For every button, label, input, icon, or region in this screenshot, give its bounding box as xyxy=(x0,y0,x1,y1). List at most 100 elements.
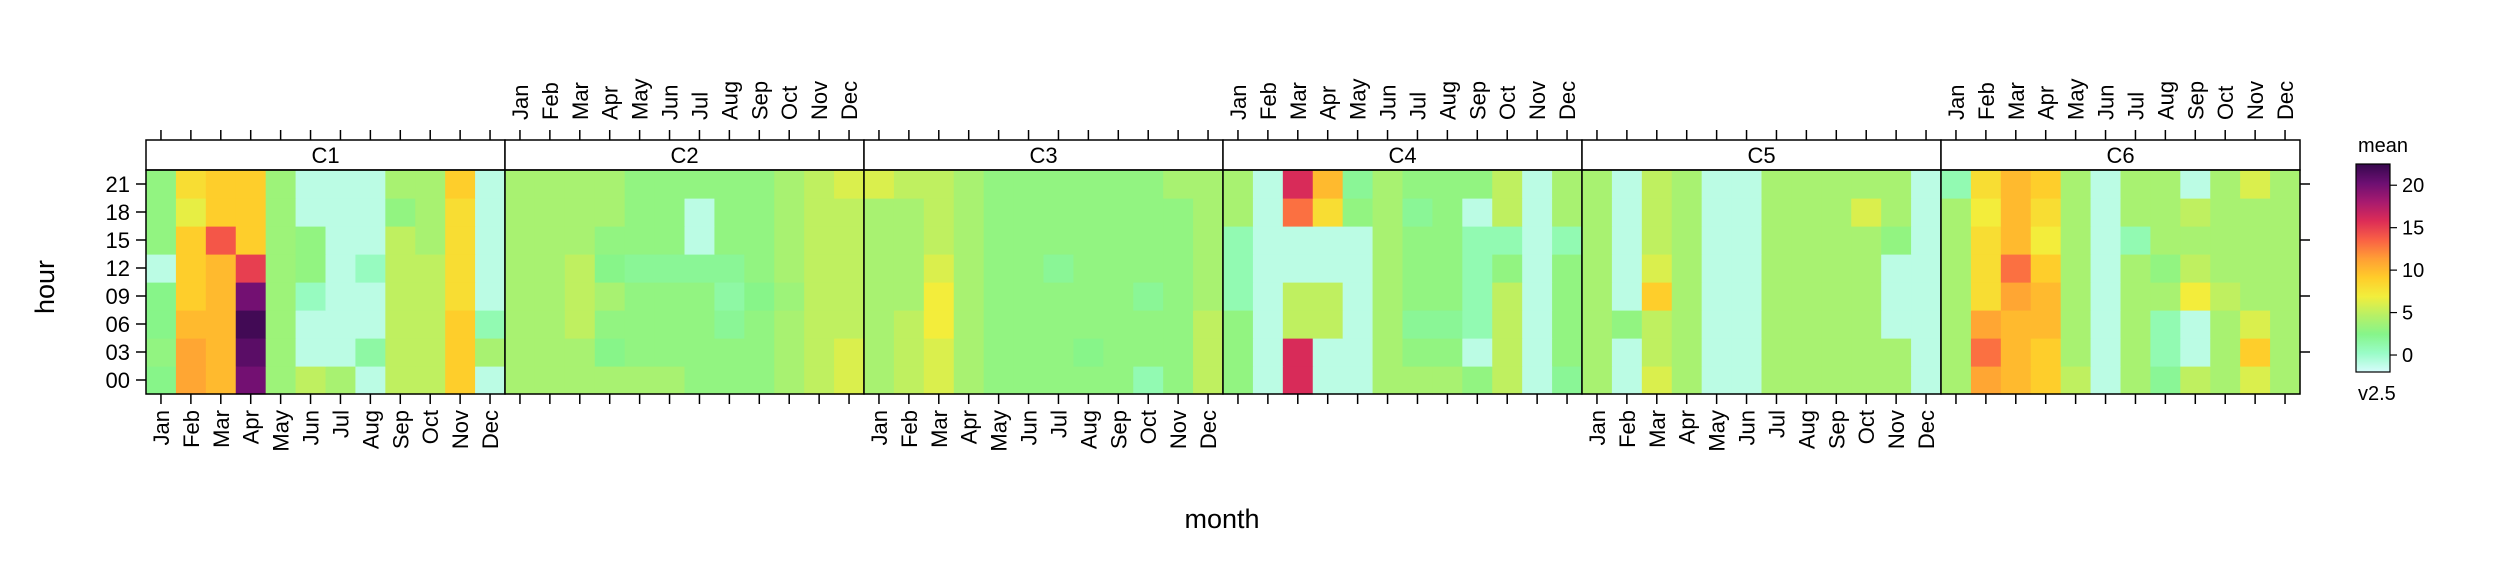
heatmap-cell xyxy=(1731,170,1763,199)
heatmap-cell xyxy=(864,198,895,227)
heatmap-cell xyxy=(2030,198,2062,227)
heatmap-cell xyxy=(1133,254,1164,283)
heatmap-cell xyxy=(564,282,596,311)
heatmap-cell xyxy=(714,198,745,227)
heatmap-cell xyxy=(2120,226,2152,255)
heatmap-cell xyxy=(1731,366,1763,395)
heatmap-cell xyxy=(864,170,895,199)
heatmap-cell xyxy=(1432,198,1463,227)
heatmap-cell xyxy=(594,338,626,367)
heatmap-cell xyxy=(2180,366,2211,395)
heatmap-cell xyxy=(1552,310,1583,339)
heatmap-cell xyxy=(1103,254,1134,283)
heatmap-cell xyxy=(1911,338,1942,367)
heatmap-cell xyxy=(325,282,357,311)
x-tick-label: Jan xyxy=(508,85,533,120)
heatmap-cell xyxy=(1372,226,1404,255)
heatmap-cell xyxy=(2090,338,2122,367)
heatmap-cell xyxy=(654,226,686,255)
heatmap-cell xyxy=(1342,254,1374,283)
heatmap-cell xyxy=(175,254,207,283)
heatmap-cell xyxy=(2240,170,2271,199)
heatmap-cell xyxy=(2150,366,2181,395)
heatmap-cell xyxy=(1223,226,1254,255)
heatmap-cell xyxy=(235,226,267,255)
heatmap-cell xyxy=(1432,170,1463,199)
heatmap-cell xyxy=(774,254,805,283)
heatmap-cell xyxy=(1282,226,1314,255)
heatmap-cell xyxy=(1013,366,1045,395)
heatmap-cell xyxy=(1193,254,1224,283)
heatmap-cell xyxy=(2180,282,2211,311)
heatmap-cell xyxy=(714,226,745,255)
heatmap-cell xyxy=(505,282,536,311)
heatmap-cell xyxy=(1731,254,1763,283)
heatmap-cell xyxy=(2120,254,2152,283)
heatmap-cell xyxy=(1522,310,1553,339)
x-tick-label: Sep xyxy=(388,410,413,449)
heatmap-cell xyxy=(774,170,805,199)
heatmap-cell xyxy=(1851,226,1882,255)
heatmap-cell xyxy=(1462,226,1493,255)
heatmap-cell xyxy=(1342,198,1374,227)
heatmap-cell xyxy=(1821,310,1852,339)
heatmap-cell xyxy=(1282,254,1314,283)
heatmap-cell xyxy=(834,338,865,367)
heatmap-cell xyxy=(684,310,716,339)
heatmap-cell xyxy=(1402,310,1434,339)
heatmap-cell xyxy=(594,254,626,283)
x-tick-label: Apr xyxy=(239,410,264,444)
heatmap-cell xyxy=(654,170,686,199)
heatmap-cell xyxy=(953,198,985,227)
panel-c4: C4 xyxy=(1222,139,1583,395)
heatmap-cell xyxy=(175,310,207,339)
heatmap-cell xyxy=(1133,226,1164,255)
heatmap-cell xyxy=(2180,338,2211,367)
heatmap-cell xyxy=(983,170,1015,199)
heatmap-cell xyxy=(1941,366,1972,395)
heatmap-cell xyxy=(624,198,656,227)
heatmap-cell xyxy=(1522,338,1553,367)
heatmap-cell xyxy=(2210,310,2241,339)
heatmap-cell xyxy=(1133,338,1164,367)
heatmap-cell xyxy=(1462,254,1493,283)
heatmap-cell xyxy=(2090,282,2122,311)
heatmap-cell xyxy=(415,170,446,199)
heatmap-cell xyxy=(385,366,416,395)
heatmap-cell xyxy=(1641,226,1673,255)
x-tick-label: Apr xyxy=(2034,86,2059,120)
heatmap-cell xyxy=(594,282,626,311)
heatmap-cell xyxy=(983,366,1015,395)
heatmap-cell xyxy=(1013,226,1045,255)
heatmap-cell xyxy=(265,366,297,395)
heatmap-cell xyxy=(1941,254,1972,283)
heatmap-cell xyxy=(1013,282,1045,311)
heatmap-cell xyxy=(1282,310,1314,339)
heatmap-cell xyxy=(1432,366,1463,395)
heatmap-cell xyxy=(1821,282,1852,311)
heatmap-cell xyxy=(2270,226,2301,255)
heatmap-cell xyxy=(624,338,656,367)
heatmap-cell xyxy=(1970,170,2002,199)
heatmap-cell xyxy=(804,254,835,283)
heatmap-cell xyxy=(1582,282,1613,311)
heatmap-cell xyxy=(385,170,416,199)
heatmap-cell xyxy=(953,338,985,367)
legend-tick-label: 5 xyxy=(2402,303,2413,325)
legend-subtitle: v2.5 xyxy=(2358,383,2396,405)
x-tick-label: Jun xyxy=(658,85,683,120)
x-tick-label: May xyxy=(269,410,294,452)
heatmap-cell xyxy=(1252,170,1284,199)
heatmap-cell xyxy=(355,366,386,395)
heatmap-cell xyxy=(744,226,775,255)
heatmap-cell xyxy=(1163,310,1194,339)
heatmap-cell xyxy=(684,254,716,283)
x-tick-label: Mar xyxy=(1286,82,1311,120)
strip-label: C2 xyxy=(670,143,698,168)
heatmap-cell xyxy=(1073,198,1104,227)
heatmap-cell xyxy=(2180,254,2211,283)
strip-label: C6 xyxy=(2106,143,2134,168)
heatmap-cell xyxy=(1103,310,1134,339)
heatmap-cell xyxy=(1761,226,1793,255)
heatmap-cell xyxy=(1013,338,1045,367)
